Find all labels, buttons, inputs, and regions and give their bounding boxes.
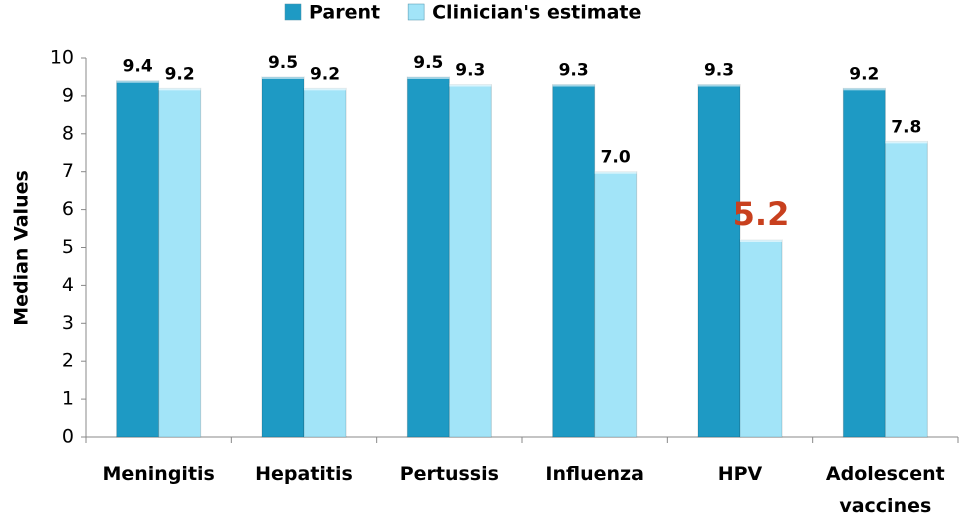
x-tick-label: Adolescent vaccines: [825, 463, 945, 515]
x-tick-label: HPV: [717, 463, 763, 485]
y-tick-label: 9: [62, 84, 74, 106]
y-tick-label: 6: [62, 198, 74, 220]
bar-top: [740, 238, 782, 242]
legend-swatch: [407, 3, 425, 21]
bar-top: [449, 83, 492, 87]
y-tick-label: 4: [62, 274, 74, 296]
bar-top: [698, 83, 740, 87]
value-label: 9.3: [704, 61, 734, 81]
value-label: 9.4: [123, 57, 153, 77]
value-label: 9.5: [413, 53, 443, 73]
bar-top: [594, 170, 637, 174]
bar: [884, 140, 928, 438]
bar-top: [262, 75, 304, 79]
x-tick-label: Influenza: [545, 463, 644, 485]
bar-top: [158, 87, 201, 91]
legend-label: Parent: [309, 2, 380, 24]
bar-top: [407, 75, 450, 79]
y-tick-label: 5: [62, 236, 74, 258]
x-tick-label: Pertussis: [399, 463, 499, 485]
y-tick-label: 2: [62, 350, 74, 372]
legend-label: Clinician's estimate: [432, 2, 641, 24]
bar-top: [552, 83, 595, 87]
y-tick-label: 0: [62, 426, 74, 448]
value-label: 7.8: [891, 117, 921, 137]
bar-top: [843, 87, 886, 91]
x-tick-label: Meningitis: [102, 463, 215, 485]
bar-top: [885, 140, 928, 144]
y-tick-label: 8: [62, 122, 74, 144]
value-label: 9.2: [849, 64, 879, 84]
legend-swatch: [284, 3, 302, 21]
bar: [303, 87, 347, 438]
value-label: 9.5: [268, 53, 298, 73]
y-tick-label: 7: [62, 160, 74, 182]
value-label: 7.0: [601, 148, 631, 168]
bar: [261, 76, 305, 438]
bar: [594, 171, 638, 438]
bar: [158, 87, 202, 438]
y-tick-label: 10: [50, 47, 74, 69]
bar: [842, 87, 886, 438]
y-tick-label: 1: [62, 388, 74, 410]
value-label: 5.2: [733, 195, 790, 233]
y-tick-label: 3: [62, 312, 74, 334]
bar-top: [304, 87, 346, 91]
bar: [552, 84, 596, 438]
value-label: 9.2: [165, 64, 195, 84]
bar-top: [116, 79, 159, 83]
bar: [116, 80, 160, 438]
bar: [697, 84, 741, 438]
bar: [448, 84, 492, 438]
x-tick-label: Hepatitis: [255, 463, 353, 485]
bar: [739, 239, 783, 438]
bar: [406, 76, 450, 438]
value-label: 9.2: [310, 64, 340, 84]
y-axis-label: Median Values: [11, 170, 33, 326]
value-label: 9.3: [559, 61, 589, 81]
value-label: 9.3: [455, 61, 485, 81]
